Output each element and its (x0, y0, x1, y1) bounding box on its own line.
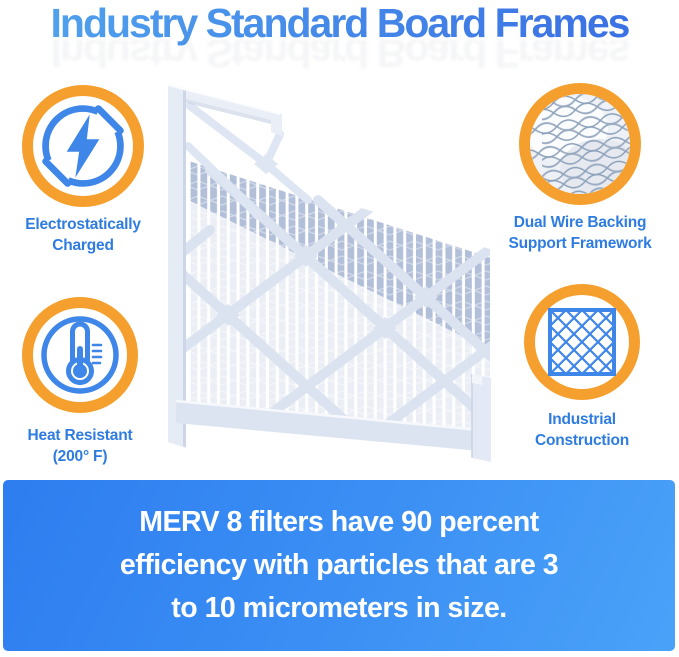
lightning-bolt-icon (42, 105, 124, 187)
wire-mesh-icon (530, 94, 630, 194)
feature-electrostatically-charged: Electrostatically Charged (0, 85, 166, 256)
feature-label-line: Industrial (548, 411, 616, 428)
feature-label-line: Charged (52, 237, 114, 254)
diamond-lattice-icon (548, 308, 616, 376)
orange-ring (524, 284, 640, 400)
feature-dual-wire-backing: Dual Wire Backing Support Framework (497, 83, 663, 254)
banner-line: to 10 micrometers in size. (171, 592, 507, 624)
feature-label: Electrostatically Charged (0, 214, 166, 256)
page-title: Industry Standard Board Frames (0, 0, 679, 48)
feature-label-line: Electrostatically (25, 216, 141, 233)
thermometer-icon (41, 316, 119, 394)
feature-label-line: Support Framework (508, 235, 652, 252)
feature-label-line: (200° F) (52, 448, 108, 465)
feature-industrial-construction: Industrial Construction (502, 284, 662, 451)
feature-label: Heat Resistant (200° F) (0, 425, 160, 467)
feature-label-line: Dual Wire Backing (513, 214, 647, 231)
orange-ring (22, 85, 144, 207)
orange-ring (22, 297, 138, 413)
feature-label: Industrial Construction (502, 409, 662, 451)
banner-line: efficiency with particles that are 3 (119, 549, 559, 581)
feature-label-line: Construction (534, 432, 630, 449)
air-filter-image (167, 84, 491, 462)
merv-info-banner: MERV 8 filters have 90 percent efficienc… (3, 480, 675, 651)
feature-heat-resistant: Heat Resistant (200° F) (0, 297, 160, 467)
feature-label-line: Heat Resistant (27, 427, 133, 444)
feature-label: Dual Wire Backing Support Framework (497, 212, 663, 254)
orange-ring (519, 83, 641, 205)
banner-line: MERV 8 filters have 90 percent (139, 506, 539, 538)
